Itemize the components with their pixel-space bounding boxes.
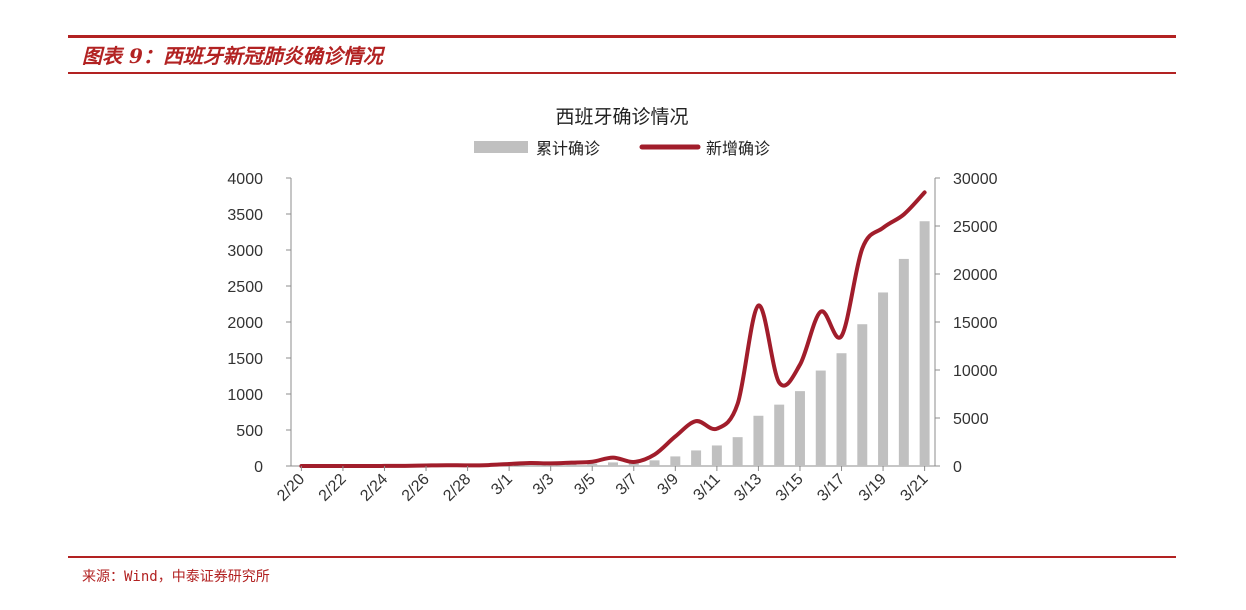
left-tick-label: 500 [236,423,263,440]
figure-title: 图表 9：西班牙新冠肺炎确诊情况 [82,44,383,68]
bar-3/10 [691,450,702,466]
left-tick-label: 3500 [227,207,263,224]
x-tick-label: 3/17 [814,471,848,505]
bar-3/4 [566,464,577,466]
x-tick-label: 3/13 [731,471,765,505]
x-tick-label: 3/1 [488,471,516,499]
left-tick-label: 3000 [227,243,263,260]
bar-3/18 [857,324,868,466]
x-tick-label: 3/11 [690,471,723,504]
chart-title: 西班牙确诊情况 [555,106,688,128]
right-tick-label: 20000 [953,267,998,284]
legend-label-cumulative: 累计确诊 [536,139,600,158]
bar-series [296,221,930,466]
bar-3/19 [878,292,889,466]
x-tick-label: 3/19 [856,471,890,505]
left-tick-label: 0 [254,459,263,476]
bar-3/15 [794,391,805,466]
bar-3/9 [670,456,681,466]
source-note: 来源：Wind，中泰证券研究所 [82,569,270,585]
right-tick-label: 0 [953,459,962,476]
bar-3/14 [774,404,785,466]
footer-rule [68,556,1176,558]
header-top-rule [68,35,1176,38]
left-tick-label: 4000 [227,171,263,188]
right-tick-label: 25000 [953,219,998,236]
bar-3/20 [898,258,909,466]
left-tick-label: 2500 [227,279,263,296]
x-tick-label: 2/28 [440,471,474,505]
x-tick-label: 3/15 [773,471,807,505]
bar-3/5 [587,463,598,466]
x-tick-label: 3/7 [613,471,641,499]
bar-3/11 [711,445,722,466]
line-new-cases [299,190,927,469]
axes: 0 500 1000 1500 2000 2500 3000 3500 4000 0 5000 100… [227,171,997,476]
legend-swatch-cumulative [474,141,528,153]
left-tick-label: 2000 [227,315,263,332]
left-tick-label: 1000 [227,387,263,404]
header-bottom-rule [68,72,1176,74]
right-tick-label: 15000 [953,315,998,332]
bar-3/16 [815,370,826,466]
x-tick-label: 3/5 [571,471,599,499]
right-tick-label: 5000 [953,411,989,428]
line-series [299,190,927,469]
x-tick-label: 2/26 [399,471,433,505]
bar-3/8 [649,460,660,466]
x-tick-label: 3/9 [654,471,682,499]
bar-3/6 [608,462,618,466]
left-tick-label: 1500 [227,351,263,368]
x-tick-label: 2/20 [274,471,308,505]
legend: 累计确诊 新增确诊 [474,139,770,158]
bar-3/21 [919,221,930,466]
x-axis-ticks: 2/20 2/22 2/24 2/26 2/28 3/1 3/3 3/5 3/7 3/9 3/11 3… [274,466,932,505]
x-tick-label: 3/21 [897,471,931,505]
bar-3/13 [753,415,764,466]
bar-3/12 [732,437,743,466]
right-tick-label: 10000 [953,363,998,380]
bar-3/2 [524,464,535,466]
x-tick-label: 2/24 [357,471,391,505]
x-tick-label: 3/3 [530,471,558,499]
x-tick-label: 2/22 [316,471,350,505]
bar-3/17 [836,353,847,466]
legend-label-new: 新增确诊 [706,139,770,158]
right-tick-label: 30000 [953,171,998,188]
